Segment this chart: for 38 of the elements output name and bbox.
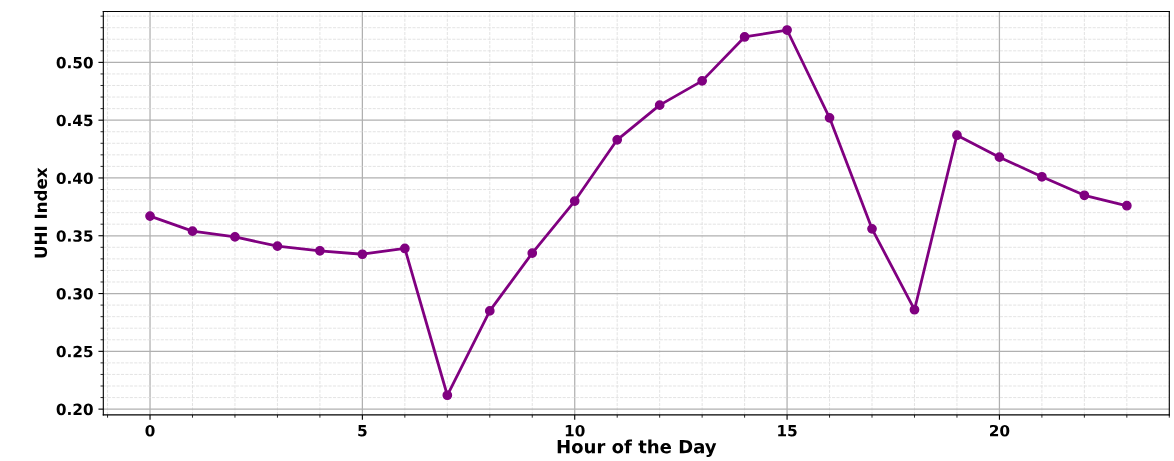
point <box>824 112 835 123</box>
point <box>654 100 665 111</box>
y-tick-label: 0.30 <box>56 288 93 300</box>
x-tick-label: 0 <box>145 424 155 437</box>
point <box>697 76 707 86</box>
point <box>442 390 453 401</box>
point <box>782 25 792 35</box>
point <box>909 304 920 315</box>
y-tick-label: 0.50 <box>56 56 93 69</box>
point <box>357 249 368 260</box>
point <box>399 243 410 254</box>
point <box>739 32 750 42</box>
y-axis-title: UHI Index <box>34 167 48 258</box>
point <box>1121 200 1132 211</box>
point <box>484 306 495 316</box>
point <box>272 241 283 252</box>
x-tick-label: 5 <box>358 425 367 437</box>
point <box>867 223 877 234</box>
point <box>187 226 198 236</box>
point <box>145 211 155 221</box>
y-tick-label: 0.20 <box>56 403 93 416</box>
point <box>1037 171 1047 182</box>
point <box>612 134 623 145</box>
x-tick-label: 15 <box>778 425 797 437</box>
x-tick-label: 20 <box>990 424 1010 437</box>
point <box>527 248 538 258</box>
point <box>230 232 240 242</box>
y-tick-label: 0.40 <box>56 172 93 184</box>
point <box>315 245 325 256</box>
x-axis-title: Hour of the Day <box>557 439 717 458</box>
y-tick-label: 0.45 <box>56 114 93 127</box>
point <box>952 130 962 141</box>
y-tick-label: 0.35 <box>56 230 93 242</box>
point <box>1079 190 1090 201</box>
y-tick-label: 0.25 <box>56 345 93 358</box>
point <box>994 152 1005 163</box>
x-tick-label: 10 <box>565 424 585 437</box>
point <box>569 196 580 206</box>
